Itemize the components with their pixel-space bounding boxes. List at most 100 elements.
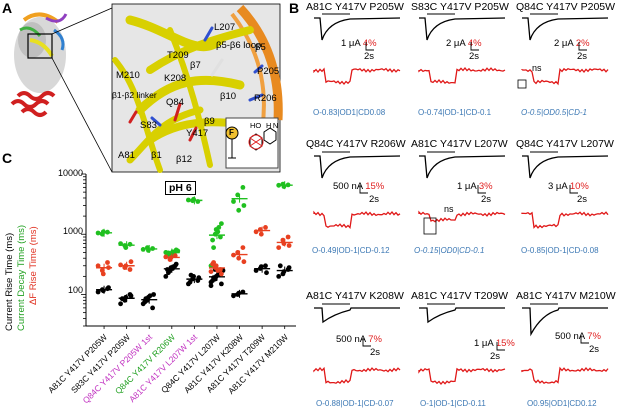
current-trace-5	[419, 155, 506, 179]
scale-bar-6	[569, 185, 578, 194]
current-trace-8	[419, 307, 505, 324]
point-rise	[208, 283, 214, 289]
scale-4: 500 nA 15%	[333, 181, 385, 192]
scale-time-7: 2s	[370, 347, 381, 358]
label-s83: S83	[140, 120, 157, 131]
fluorescence-trace-5	[418, 210, 506, 223]
fluorescence-trace-8	[418, 367, 506, 386]
label-p205: P205	[257, 66, 280, 77]
label-a81: A81	[118, 150, 135, 161]
point-rise	[147, 293, 153, 299]
trace-5	[418, 151, 506, 223]
scale-time-8: 2s	[490, 351, 501, 362]
point-rise	[286, 265, 292, 270]
point-rise	[166, 270, 171, 276]
point-rise	[277, 263, 283, 269]
scale-time-9: 2s	[589, 344, 600, 355]
y-tick-100: 100	[68, 285, 84, 295]
point-rise	[106, 285, 111, 290]
scale-3: 2 μA 2%	[554, 38, 590, 49]
trace-title-9: A81C Y417V M210W	[516, 290, 616, 302]
trace-1	[313, 13, 401, 86]
fluorophore-inset	[225, 117, 279, 169]
point-rise	[95, 289, 101, 295]
trace-title-5: A81C Y417V L207W	[411, 138, 508, 150]
trace-4	[313, 151, 401, 230]
point-df	[285, 234, 291, 240]
point-df	[215, 268, 221, 273]
trace-7	[313, 303, 401, 384]
protein-overview-thumbnail	[10, 7, 113, 173]
scale-bar-2	[470, 42, 479, 51]
point-decay	[127, 241, 133, 247]
label-y417: Y417	[186, 128, 209, 139]
fluor-label-f: F	[229, 128, 234, 137]
scale-bar-1	[365, 42, 374, 51]
trace-caption-5: O-0.15|OD0|CD-0.1	[414, 246, 485, 255]
ns-label-3: ns	[532, 63, 542, 73]
y-tick-1000: 1000	[63, 226, 84, 236]
point-df	[211, 260, 217, 265]
ph6-annotation: pH 6	[165, 181, 196, 195]
fluorescence-trace-3	[521, 67, 609, 86]
y-tick-10000: 10000	[58, 168, 84, 178]
label-b1: β1	[151, 150, 162, 161]
point-rise	[151, 292, 157, 297]
trace-caption-7: O-0.88|OD-1|CD-0.07	[316, 399, 394, 408]
current-trace-2	[419, 17, 506, 41]
label-b5: β5	[255, 42, 266, 53]
point-df	[105, 260, 110, 265]
point-df	[236, 255, 242, 261]
scale-5: 1 μA 3%	[457, 181, 493, 192]
trace-6	[521, 151, 609, 229]
trace-8	[418, 303, 506, 386]
point-df	[263, 225, 268, 230]
point-df	[258, 231, 264, 237]
fluorescence-trace-4	[313, 210, 401, 230]
point-rise	[263, 263, 268, 269]
trace-title-6: Q84C Y417V L207W	[516, 138, 614, 150]
current-trace-1	[314, 17, 401, 41]
point-rise	[150, 305, 156, 311]
panel-a-label: A	[2, 0, 13, 16]
trace-caption-1: O-0.83|OD1|CD0.08	[313, 108, 386, 117]
trace-caption-6: O-0.85|OD-1|CD-0.08	[521, 246, 599, 255]
point-decay	[241, 203, 247, 208]
fluorescence-trace-2	[418, 66, 506, 84]
point-rise	[211, 275, 217, 281]
label-b5-b6-loop: β5-β6 loop	[216, 40, 262, 51]
fluor-label-nh: H N	[266, 121, 279, 130]
trace-title-1: A81C Y417V P205W	[306, 1, 404, 13]
trace-title-4: Q84C Y417V R206W	[306, 138, 406, 150]
ns-label-5: ns	[444, 204, 454, 214]
fluorescence-trace-6	[521, 211, 609, 229]
scale-bar-8	[496, 342, 505, 351]
scale-time-2: 2s	[469, 51, 480, 62]
point-decay	[219, 221, 224, 227]
trace-title-8: A81C Y417V T209W	[411, 290, 509, 302]
scale-bar-5	[477, 185, 486, 194]
trace-caption-3: O-0.5|OD0.5|CD-1	[521, 108, 587, 117]
point-decay	[215, 229, 221, 235]
point-df	[219, 271, 224, 277]
trace-9	[521, 303, 609, 384]
fluor-label-ho: HO	[250, 121, 262, 130]
fluorescence-trace-9	[521, 366, 609, 384]
scale-time-4: 2s	[369, 194, 380, 205]
scale-1: 1 μA 4%	[341, 38, 377, 49]
label-m210: M210	[116, 70, 140, 81]
trace-title-7: A81C Y417V K208W	[306, 290, 404, 302]
scale-2: 2 μA 4%	[446, 38, 482, 49]
point-df	[100, 271, 106, 277]
trace-caption-4: O-0.49|OD-1|CD-0.12	[312, 246, 390, 255]
label-b7: β7	[190, 60, 201, 71]
point-df	[235, 250, 241, 255]
point-rise	[188, 272, 194, 278]
inset-box-5	[423, 217, 437, 235]
trace-caption-2: O-0.74|OD-1|CD-0.1	[418, 108, 492, 117]
point-rise	[264, 270, 269, 276]
label-k208: K208	[164, 73, 187, 84]
label-l207: L207	[214, 22, 236, 33]
